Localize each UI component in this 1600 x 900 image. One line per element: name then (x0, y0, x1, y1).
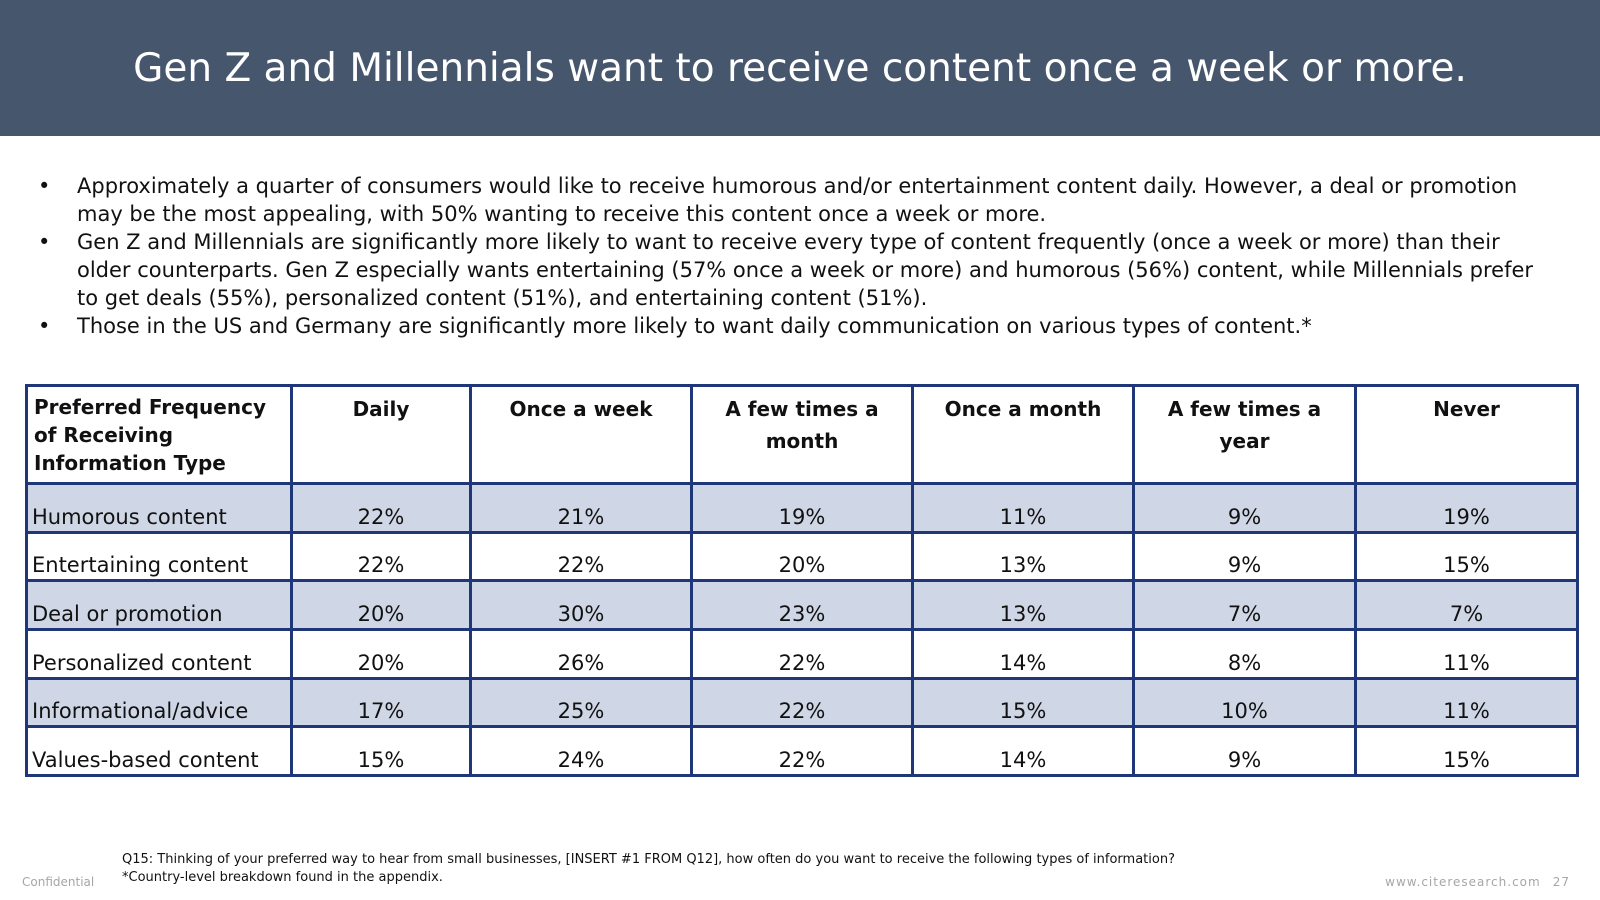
table-row: Deal or promotion 20% 30% 23% 13% 7% 7% (25, 579, 1579, 631)
header-cell-once-a-month: Once a month (911, 384, 1135, 485)
table-cell: 25% (469, 676, 693, 729)
table-cell: 22% (690, 676, 914, 729)
table-cell: 20% (690, 530, 914, 583)
bullet-icon: • (38, 230, 51, 254)
table-cell: 22% (690, 627, 914, 680)
frequency-table: Preferred Frequency of Receiving Informa… (25, 384, 1579, 777)
table-cell: 30% (469, 579, 693, 631)
page-number: 27 (1552, 875, 1570, 889)
table-cell: 26% (469, 627, 693, 680)
table-cell: 8% (1132, 627, 1357, 680)
row-label: Entertaining content (25, 530, 293, 583)
table-cell: 13% (911, 530, 1135, 583)
table-cell: 13% (911, 579, 1135, 631)
bullet-text: Approximately a quarter of consumers wou… (77, 174, 1518, 226)
table-cell: 14% (911, 725, 1135, 777)
table-cell: 20% (290, 579, 472, 631)
bullet-item: • Gen Z and Millennials are significantly… (38, 228, 1558, 312)
table-cell: 7% (1132, 579, 1357, 631)
bullet-list: • Approximately a quarter of consumers wo… (38, 172, 1558, 340)
header-cell-once-a-week: Once a week (469, 384, 693, 485)
header-bar: Gen Z and Millennials want to receive co… (0, 0, 1600, 136)
header-cell-few-times-month: A few times a month (690, 384, 914, 485)
footer-site: www.citeresearch.com 27 (1385, 875, 1570, 889)
table-cell: 22% (690, 725, 914, 777)
table-cell: 22% (290, 530, 472, 583)
row-label: Informational/advice (25, 676, 293, 729)
row-label: Personalized content (25, 627, 293, 680)
header-cell-few-times-year: A few times a year (1132, 384, 1357, 485)
row-label: Deal or promotion (25, 579, 293, 631)
footnote: Q15: Thinking of your preferred way to h… (122, 851, 1175, 887)
header-cell-daily: Daily (290, 384, 472, 485)
table-cell: 15% (1354, 725, 1579, 777)
table-cell: 21% (469, 482, 693, 534)
table-cell: 10% (1132, 676, 1357, 729)
table-cell: 19% (690, 482, 914, 534)
table-row: Informational/advice 17% 25% 22% 15% 10%… (25, 676, 1579, 729)
table-cell: 15% (911, 676, 1135, 729)
footnote-note: *Country-level breakdown found in the ap… (122, 870, 443, 885)
table-cell: 22% (469, 530, 693, 583)
table-cell: 9% (1132, 530, 1357, 583)
header-cell-never: Never (1354, 384, 1579, 485)
table-cell: 24% (469, 725, 693, 777)
table-cell: 17% (290, 676, 472, 729)
footnote-question: Q15: Thinking of your preferred way to h… (122, 852, 1175, 867)
bullet-text: Those in the US and Germany are signific… (77, 314, 1312, 338)
header-cell-type: Preferred Frequency of Receiving Informa… (25, 384, 293, 485)
table-row: Humorous content 22% 21% 19% 11% 9% 19% (25, 482, 1579, 534)
table-cell: 9% (1132, 482, 1357, 534)
table-cell: 9% (1132, 725, 1357, 777)
confidential-label: Confidential (22, 875, 95, 889)
bullet-icon: • (38, 174, 51, 198)
table-cell: 15% (290, 725, 472, 777)
table-cell: 22% (290, 482, 472, 534)
table-cell: 11% (1354, 627, 1579, 680)
bullet-item: • Those in the US and Germany are signifi… (38, 312, 1558, 340)
table-row: Values-based content 15% 24% 22% 14% 9% … (25, 725, 1579, 777)
table-cell: 19% (1354, 482, 1579, 534)
table-row: Entertaining content 22% 22% 20% 13% 9% … (25, 530, 1579, 583)
table-header-row: Preferred Frequency of Receiving Informa… (25, 384, 1579, 485)
bullet-item: • Approximately a quarter of consumers wo… (38, 172, 1558, 228)
footer-url: www.citeresearch.com (1385, 875, 1541, 889)
table-cell: 15% (1354, 530, 1579, 583)
table-cell: 14% (911, 627, 1135, 680)
table-cell: 11% (911, 482, 1135, 534)
row-label: Humorous content (25, 482, 293, 534)
page-title: Gen Z and Millennials want to receive co… (133, 45, 1467, 91)
table-cell: 7% (1354, 579, 1579, 631)
row-label: Values-based content (25, 725, 293, 777)
bullet-text: Gen Z and Millennials are significantly … (77, 230, 1534, 310)
table-cell: 23% (690, 579, 914, 631)
table-row: Personalized content 20% 26% 22% 14% 8% … (25, 627, 1579, 680)
bullet-icon: • (38, 314, 51, 338)
table-cell: 11% (1354, 676, 1579, 729)
table-cell: 20% (290, 627, 472, 680)
